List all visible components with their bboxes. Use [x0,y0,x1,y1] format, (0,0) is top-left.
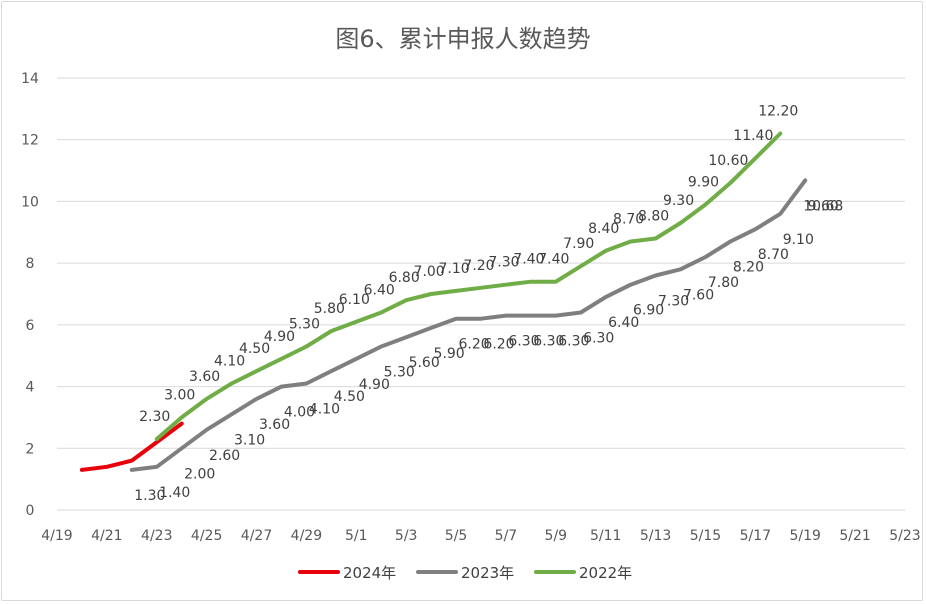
data-label-2023: 9.60 [808,198,839,214]
x-tick-label: 5/15 [690,528,721,544]
chart-title: 图6、累计申报人数趋势 [335,25,590,53]
data-label-2022: 7.10 [438,261,469,277]
axes: 0 2 4 6 8 10 12 14 4/19 4/21 4/23 4/25 4/27 4/29 5/1 5/… [21,71,921,544]
x-tick-label: 5/9 [545,528,568,544]
data-label-2022: 7.00 [414,264,445,280]
grid-lines [57,77,905,449]
series-line-2 [154,131,783,441]
data-label-2022: 2.30 [139,409,170,425]
data-label-2022: 3.60 [189,369,220,385]
legend-label-2: 2022年 [579,564,632,582]
x-tick-label: 5/21 [839,528,870,544]
data-label-2022: 4.90 [264,329,295,345]
y-tick-label: 10 [21,194,39,210]
data-label-2023: 3.10 [234,432,265,448]
data-label-2022: 11.40 [733,128,773,144]
data-label-2023: 2.00 [184,466,215,482]
data-label-2022: 6.80 [389,270,420,286]
data-label-2022: 7.40 [513,252,544,268]
data-label-2022: 6.10 [339,292,370,308]
x-tick-label: 4/29 [291,528,322,544]
y-tick-label: 14 [21,71,39,87]
data-label-2023: 6.30 [558,334,589,350]
data-label-2023: 6.30 [508,334,539,350]
series-line-0 [79,421,184,472]
data-label-2022: 8.70 [613,212,644,228]
data-label-2022: 10.60 [708,153,748,169]
x-tick-label: 5/7 [495,528,518,544]
data-label-2023: 4.00 [284,405,315,421]
y-tick-label: 6 [26,318,35,334]
data-label-2022: 5.80 [314,301,345,317]
data-label-2022: 4.50 [239,341,270,357]
data-label-2023: 2.60 [209,448,240,464]
data-label-2022: 5.30 [289,316,320,332]
series-line-1 [129,178,808,472]
data-label-2022: 6.40 [364,283,395,299]
data-label-2023: 4.90 [359,377,390,393]
x-tick-label: 5/5 [445,528,468,544]
data-label-2023: 10.68 [803,198,843,214]
data-label-2023: 6.40 [608,315,639,331]
y-tick-label: 0 [26,503,35,519]
legend-label-1: 2023年 [461,564,514,582]
data-label-2022: 9.90 [688,175,719,191]
data-labels: 1.301.402.002.603.103.604.004.104.504.90… [134,104,843,504]
data-label-2022: 3.00 [164,387,195,403]
data-label-2023: 9.10 [783,232,814,248]
data-label-2023: 8.20 [733,260,764,276]
data-label-2023: 4.50 [334,389,365,405]
data-label-2023: 8.70 [758,247,789,263]
data-label-2023: 1.30 [134,488,165,504]
data-label-2022: 9.30 [663,193,694,209]
legend: 2024年 2023年 2022年 [298,564,632,582]
data-label-2023: 6.20 [458,337,489,353]
data-label-2023: 4.10 [309,401,340,417]
x-tick-label: 5/23 [889,528,920,544]
data-label-2022: 7.30 [488,255,519,271]
y-tick-label: 8 [26,256,35,272]
data-label-2022: 7.20 [463,258,494,274]
x-tick-label: 5/13 [640,528,671,544]
series-lines [79,131,808,472]
x-tick-label: 4/19 [41,528,72,544]
data-label-2022: 8.40 [588,221,619,237]
data-label-2023: 6.30 [533,334,564,350]
data-label-2023: 5.90 [434,346,465,362]
y-tick-label: 4 [26,380,35,396]
x-tick-label: 5/17 [740,528,771,544]
legend-label-0: 2024年 [343,564,396,582]
data-label-2023: 7.30 [658,293,689,309]
x-tick-label: 4/23 [141,528,172,544]
y-tick-label: 12 [21,133,39,149]
data-label-2022: 8.80 [638,208,669,224]
x-tick-label: 5/3 [395,528,418,544]
x-tick-label: 5/1 [345,528,368,544]
x-tick-label: 4/21 [91,528,122,544]
data-label-2023: 6.30 [583,331,614,347]
data-label-2023: 6.90 [633,303,664,319]
data-label-2023: 5.60 [409,355,440,371]
data-label-2022: 4.10 [214,353,245,369]
x-tick-label: 5/11 [590,528,621,544]
data-label-2023: 1.40 [159,485,190,501]
data-label-2022: 12.20 [758,104,798,120]
data-label-2022: 7.90 [563,236,594,252]
x-tick-label: 4/27 [241,528,272,544]
data-label-2023: 7.60 [683,287,714,303]
x-tick-label: 4/25 [191,528,222,544]
data-label-2023: 7.80 [708,275,739,291]
data-label-2023: 3.60 [259,417,290,433]
x-tick-label: 5/19 [790,528,821,544]
data-label-2023: 6.20 [483,337,514,353]
y-tick-label: 2 [26,441,35,457]
data-label-2022: 7.40 [538,252,569,268]
data-label-2023: 5.30 [384,364,415,380]
